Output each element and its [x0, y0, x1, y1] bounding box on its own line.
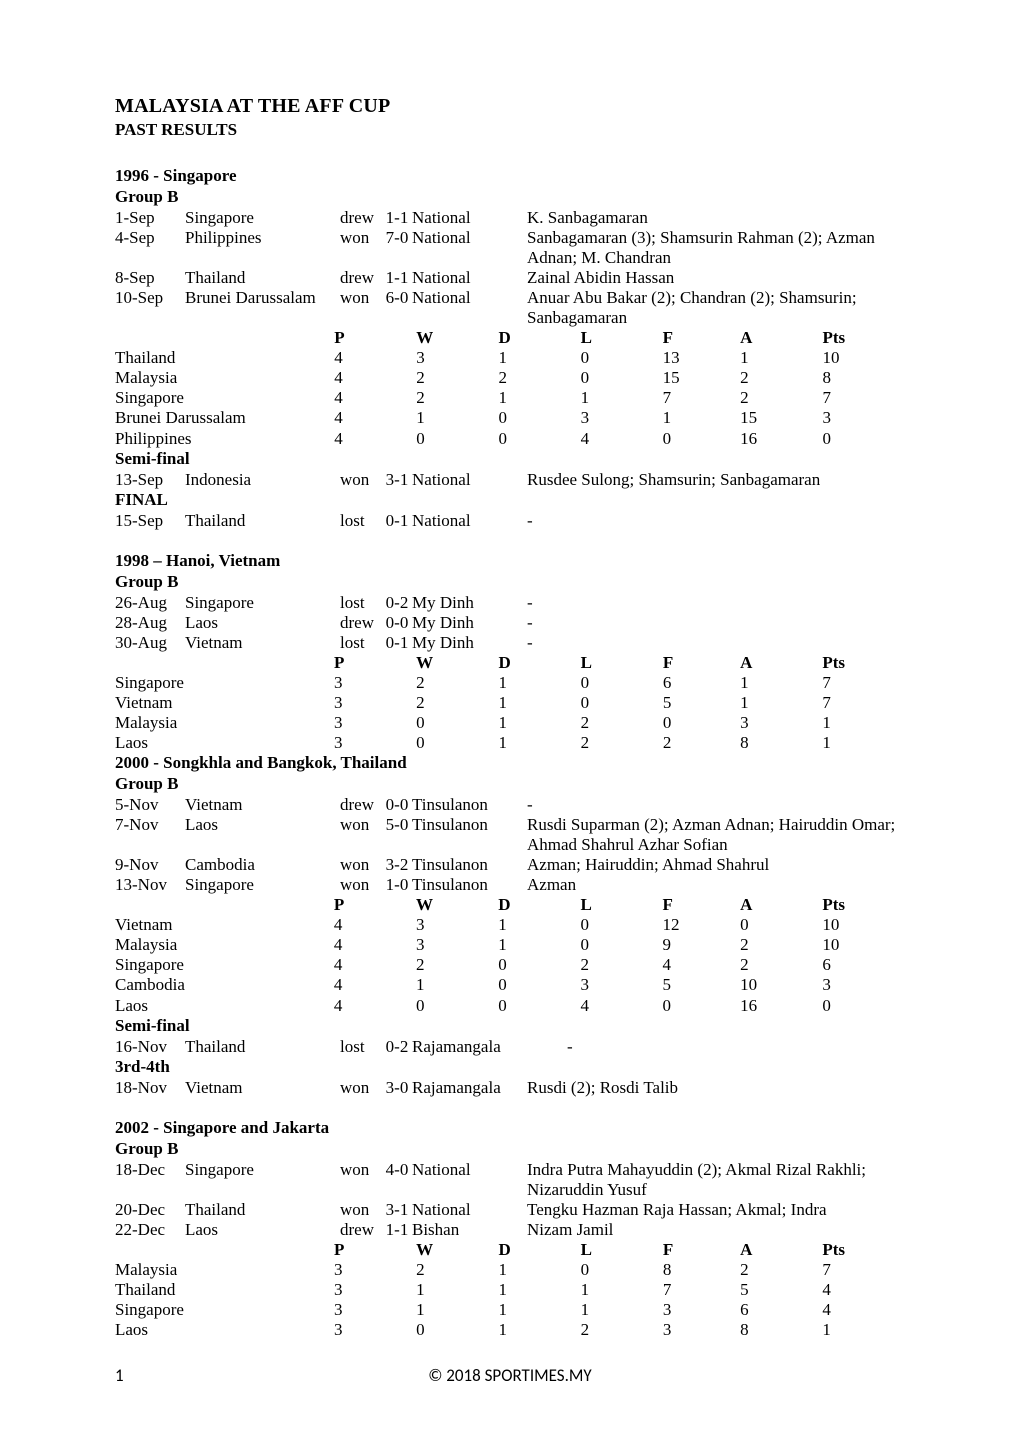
standings-row: Laos3012281: [115, 733, 905, 753]
match-opponent: Singapore: [185, 208, 340, 228]
semifinal-heading: Semi-final: [115, 449, 905, 469]
group-heading: Group B: [115, 1139, 905, 1159]
match-row: 5-NovVietnamdrew0-0Tinsulanon-: [115, 795, 905, 815]
standings-header: PWDLFAPts: [115, 1240, 905, 1260]
match-scorers: K. Sanbagamaran: [527, 208, 905, 228]
page-footer: 1 © 2018 SPORTIMES.MY: [0, 1365, 1020, 1386]
match-row: 28-AugLaosdrew0-0My Dinh-: [115, 613, 533, 633]
document-title: MALAYSIA AT THE AFF CUP: [115, 95, 905, 118]
match-row: 13-SepIndonesiawon3-1NationalRusdee Sulo…: [115, 470, 820, 490]
section-heading-2000: 2000 - Songkhla and Bangkok, Thailand: [115, 753, 905, 773]
match-row: 18-NovVietnamwon3-0RajamangalaRusdi (2);…: [115, 1078, 678, 1098]
matches-1998: 26-AugSingaporelost0-2My Dinh- 28-AugLao…: [115, 593, 533, 653]
group-heading: Group B: [115, 572, 905, 592]
match-row: 9-NovCambodiawon3-2TinsulanonAzman; Hair…: [115, 855, 905, 875]
team-name: Thailand: [115, 348, 334, 368]
standings-1996: PWDLFAPts Thailand431013110 Malaysia4220…: [115, 328, 905, 448]
semifinal-1996: 13-SepIndonesiawon3-1NationalRusdee Sulo…: [115, 470, 820, 490]
standings-row: Malaysia43109210: [115, 935, 905, 955]
match-row: 22-DecLaosdrew1-1BishanNizam Jamil: [115, 1220, 905, 1240]
standings-header: PWDLFAPts: [115, 328, 905, 348]
match-score: 1-1: [382, 208, 412, 228]
standings-row: Malaysia3012031: [115, 713, 905, 733]
standings-row: Malaysia42201528: [115, 368, 905, 388]
match-row: 1-SepSingaporedrew1-1NationalK. Sanbagam…: [115, 208, 905, 228]
match-row: 7-NovLaoswon5-0TinsulanonRusdi Suparman …: [115, 815, 905, 855]
group-heading: Group B: [115, 187, 905, 207]
standings-row: Thailand3111754: [115, 1280, 905, 1300]
final-heading: FINAL: [115, 490, 905, 510]
section-heading-1998: 1998 – Hanoi, Vietnam: [115, 551, 905, 571]
third-place-2000: 18-NovVietnamwon3-0RajamangalaRusdi (2);…: [115, 1078, 678, 1098]
standings-row: Thailand431013110: [115, 348, 905, 368]
match-row: 16-NovThailandlost0-2Rajamangala-: [115, 1037, 573, 1057]
standings-row: Philippines40040160: [115, 429, 905, 449]
document-subtitle: PAST RESULTS: [115, 120, 905, 140]
standings-row: Singapore3111364: [115, 1300, 905, 1320]
match-row: 10-SepBrunei Darussalamwon6-0NationalAnu…: [115, 288, 905, 328]
standings-row: Singapore4202426: [115, 955, 905, 975]
standings-row: Singapore3210617: [115, 673, 905, 693]
match-row: 20-DecThailandwon3-1NationalTengku Hazma…: [115, 1200, 905, 1220]
matches-1996: 1-SepSingaporedrew1-1NationalK. Sanbagam…: [115, 208, 905, 328]
match-date: 1-Sep: [115, 208, 185, 228]
matches-2000: 5-NovVietnamdrew0-0Tinsulanon- 7-NovLaos…: [115, 795, 905, 895]
standings-row: Vietnam431012010: [115, 915, 905, 935]
standings-2002: PWDLFAPts Malaysia3210827 Thailand311175…: [115, 1240, 905, 1340]
match-row: 30-AugVietnamlost0-1My Dinh-: [115, 633, 533, 653]
standings-header: PWDLFAPts: [115, 653, 905, 673]
final-1996: 15-SepThailandlost0-1National-: [115, 511, 533, 531]
match-row: 13-NovSingaporewon1-0TinsulanonAzman: [115, 875, 905, 895]
standings-row: Laos3012381: [115, 1320, 905, 1340]
group-heading: Group B: [115, 774, 905, 794]
third-place-heading: 3rd-4th: [115, 1057, 905, 1077]
match-row: 15-SepThailandlost0-1National-: [115, 511, 533, 531]
standings-row: Singapore4211727: [115, 388, 905, 408]
match-result: drew: [340, 208, 382, 228]
standings-row: Vietnam3210517: [115, 693, 905, 713]
copyright: © 2018 SPORTIMES.MY: [0, 1365, 1020, 1386]
standings-row: Malaysia3210827: [115, 1260, 905, 1280]
matches-2002: 18-DecSingaporewon4-0NationalIndra Putra…: [115, 1160, 905, 1240]
standings-2000: PWDLFAPts Vietnam431012010 Malaysia43109…: [115, 895, 905, 1015]
page: MALAYSIA AT THE AFF CUP PAST RESULTS 199…: [0, 0, 1020, 1442]
standings-row: Laos40040160: [115, 996, 905, 1016]
match-row: 4-SepPhilippineswon7-0NationalSanbagamar…: [115, 228, 905, 268]
match-row: 8-SepThailanddrew1-1NationalZainal Abidi…: [115, 268, 905, 288]
page-number: 1: [115, 1365, 124, 1386]
standings-1998: PWDLFAPts Singapore3210617 Vietnam321051…: [115, 653, 905, 753]
match-row: 26-AugSingaporelost0-2My Dinh-: [115, 593, 533, 613]
semifinal-heading: Semi-final: [115, 1016, 905, 1036]
match-row: 18-DecSingaporewon4-0NationalIndra Putra…: [115, 1160, 905, 1200]
match-venue: National: [412, 208, 527, 228]
semifinal-2000: 16-NovThailandlost0-2Rajamangala-: [115, 1037, 573, 1057]
section-heading-2002: 2002 - Singapore and Jakarta: [115, 1118, 905, 1138]
section-heading-1996: 1996 - Singapore: [115, 166, 905, 186]
standings-row: Brunei Darussalam41031153: [115, 408, 905, 428]
standings-header: PWDLFAPts: [115, 895, 905, 915]
standings-row: Cambodia41035103: [115, 975, 905, 995]
